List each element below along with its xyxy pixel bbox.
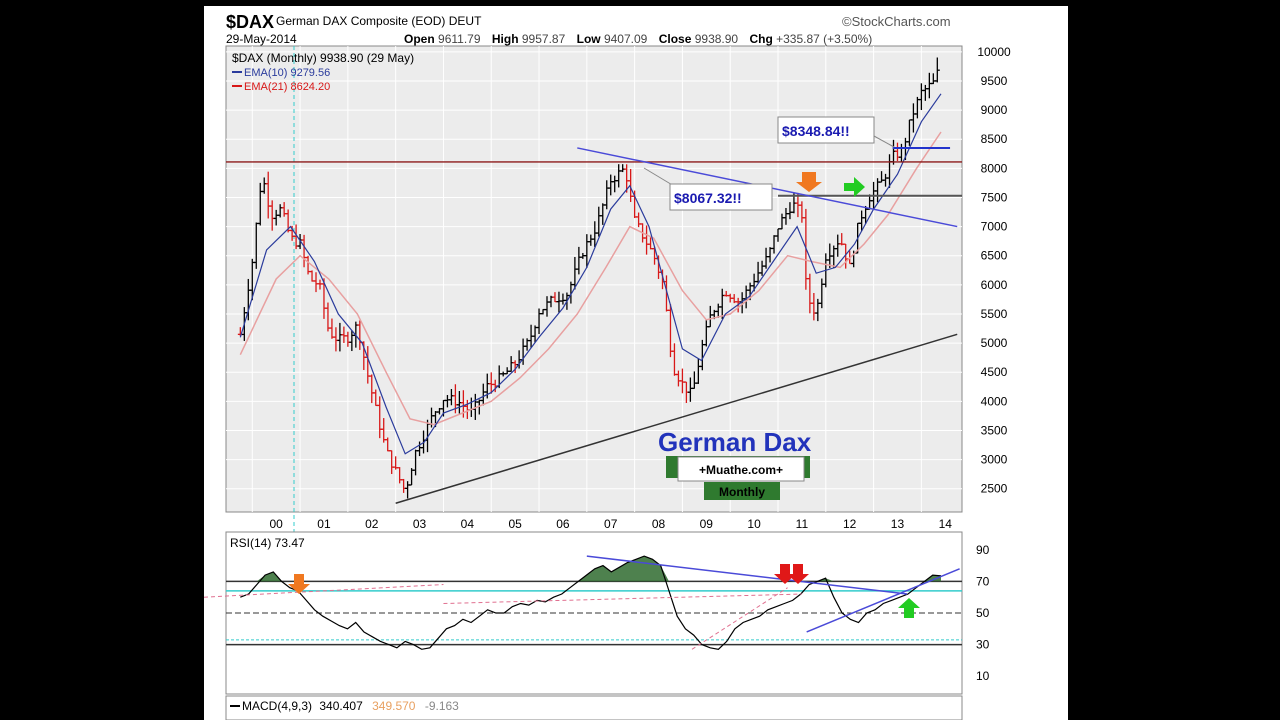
price-x-tick-label: 08	[652, 517, 666, 531]
price-y-tick-label: 9000	[981, 103, 1008, 117]
macd-name: MACD(4,9,3)	[242, 699, 312, 713]
chart-subtitle: German DAX Composite (EOD) DEUT	[276, 14, 481, 28]
ema21-line	[239, 131, 942, 426]
site-banner-text: +Muathe.com+	[699, 463, 783, 477]
price-x-tick-label: 13	[891, 517, 905, 531]
callout-leader-1	[643, 167, 675, 187]
callout-leader-2	[873, 135, 895, 148]
price-x-tick-label: 06	[556, 517, 570, 531]
rsi-y-tick-label: 50	[976, 606, 990, 620]
price-y-tick-label: 7500	[981, 190, 1008, 204]
close-label: Close	[658, 32, 692, 46]
rsi-dashed-trendline	[691, 587, 788, 650]
rsi-arrow-green-icon	[898, 598, 920, 618]
chg-value: +335.87 (+3.50%)	[776, 32, 873, 46]
price-y-tick-label: 10000	[977, 45, 1011, 59]
close-value: 9938.90	[694, 32, 739, 46]
price-y-axis: 2500 3000 3500 4000 4500 5000 5500 6000 6500 7000…	[977, 45, 1011, 496]
rsi-arrow-red-icon-2	[787, 564, 809, 584]
price-x-tick-label: 12	[843, 517, 857, 531]
chg-label: Chg	[749, 32, 773, 46]
exchange-code: DEUT	[448, 14, 482, 28]
price-y-tick-label: 5500	[981, 307, 1008, 321]
callout-box-1	[669, 183, 773, 211]
price-x-tick-label: 04	[461, 517, 475, 531]
rsi-trend-lines	[204, 555, 960, 650]
price-y-tick-label: 6000	[981, 278, 1008, 292]
rsi-down-trendline	[586, 555, 908, 595]
rsi-up-trendline	[806, 568, 960, 633]
callout-price-2: $8348.84!!	[782, 123, 850, 139]
rsi-dashed-trendline	[204, 584, 444, 598]
rsi-arrow-orange-icon	[288, 574, 310, 594]
price-y-tick-label: 5000	[981, 336, 1008, 350]
macd-legend: MACD(4,9,3) 340.407 349.570 -9.163	[242, 699, 459, 713]
rsi-overbought-fill	[240, 556, 942, 582]
open-value: 9611.79	[438, 32, 481, 46]
price-y-tick-label: 3000	[981, 453, 1008, 467]
price-x-tick-label: 14	[939, 517, 953, 531]
price-panel	[225, 45, 963, 513]
chart-sheet: $DAX German DAX Composite (EOD) DEUT ©St…	[204, 6, 1068, 720]
site-banner-box	[677, 456, 805, 482]
rsi-legend: RSI(14) 73.47	[230, 536, 305, 550]
high-value: 9957.87	[521, 32, 566, 46]
price-y-tick-label: 8000	[981, 161, 1008, 175]
period-banner-text: Monthly	[719, 485, 765, 499]
price-x-tick-label: 00	[270, 517, 284, 531]
trend-lines	[226, 147, 962, 504]
legend-ema21: EMA(21) 8624.20	[244, 81, 330, 93]
low-label: Low	[576, 32, 601, 46]
macd-hist-value: -9.163	[425, 699, 459, 713]
rsi-arrow-red-icon-1	[774, 564, 796, 584]
price-x-tick-label: 10	[747, 517, 761, 531]
low-value: 9407.09	[603, 32, 648, 46]
macd-value: 340.407	[319, 699, 363, 713]
price-y-tick-label: 4000	[981, 394, 1008, 408]
ema10-line	[239, 93, 942, 455]
price-x-tick-label: 03	[413, 517, 427, 531]
price-y-tick-label: 7000	[981, 220, 1008, 234]
callout-price-1: $8067.32!!	[674, 190, 742, 206]
price-x-tick-label: 02	[365, 517, 379, 531]
price-y-tick-label: 9500	[981, 74, 1008, 88]
legend-main: $DAX (Monthly) 9938.90 (29 May)	[232, 51, 414, 65]
price-x-axis: 00 01 02 03 04 05 06 07 08 09 10 11 12 13 14	[270, 517, 953, 531]
arrow-down-orange-icon	[796, 172, 822, 192]
price-y-tick-label: 8500	[981, 132, 1008, 146]
open-label: Open	[404, 32, 435, 46]
arrow-right-green-icon	[844, 177, 865, 197]
price-x-tick-label: 07	[604, 517, 618, 531]
rsi-y-axis: 10 30 50 70 90	[976, 543, 990, 683]
price-x-tick-label: 01	[317, 517, 331, 531]
price-y-tick-label: 6500	[981, 249, 1008, 263]
ohlc-readout: Open 9611.79 High 9957.87 Low 9407.09 Cl…	[404, 32, 880, 46]
macd-panel	[225, 695, 963, 720]
price-x-tick-label: 11	[796, 517, 809, 531]
high-label: High	[491, 32, 519, 46]
macd-signal-value: 349.570	[372, 699, 416, 713]
period-banner-bg	[704, 482, 780, 500]
support-trendline	[395, 333, 958, 504]
rsi-y-tick-label: 70	[976, 574, 990, 588]
price-y-tick-label: 4500	[981, 365, 1008, 379]
symbol-title: $DAX	[226, 12, 275, 32]
price-chart-svg: 2500300035004000450050005500600065007000…	[204, 45, 1011, 720]
rsi-y-tick-label: 30	[976, 638, 990, 652]
rsi-y-tick-label: 90	[976, 543, 990, 557]
price-x-tick-label: 09	[700, 517, 714, 531]
brand-logo: ©StockCharts.com	[842, 14, 951, 29]
legend-ema10: EMA(10) 9279.56	[244, 67, 330, 79]
rsi-line	[240, 555, 942, 650]
callout-box-2	[777, 116, 875, 144]
instrument-name: German DAX Composite (EOD)	[276, 14, 446, 28]
rsi-dashed-trendline	[443, 593, 802, 605]
chart-date: 29-May-2014	[226, 32, 297, 46]
price-y-tick-label: 3500	[981, 423, 1008, 437]
price-y-tick-label: 2500	[981, 482, 1008, 496]
annotation-title: German Dax	[658, 427, 812, 457]
rsi-y-tick-label: 10	[976, 669, 990, 683]
price-x-tick-label: 05	[508, 517, 522, 531]
